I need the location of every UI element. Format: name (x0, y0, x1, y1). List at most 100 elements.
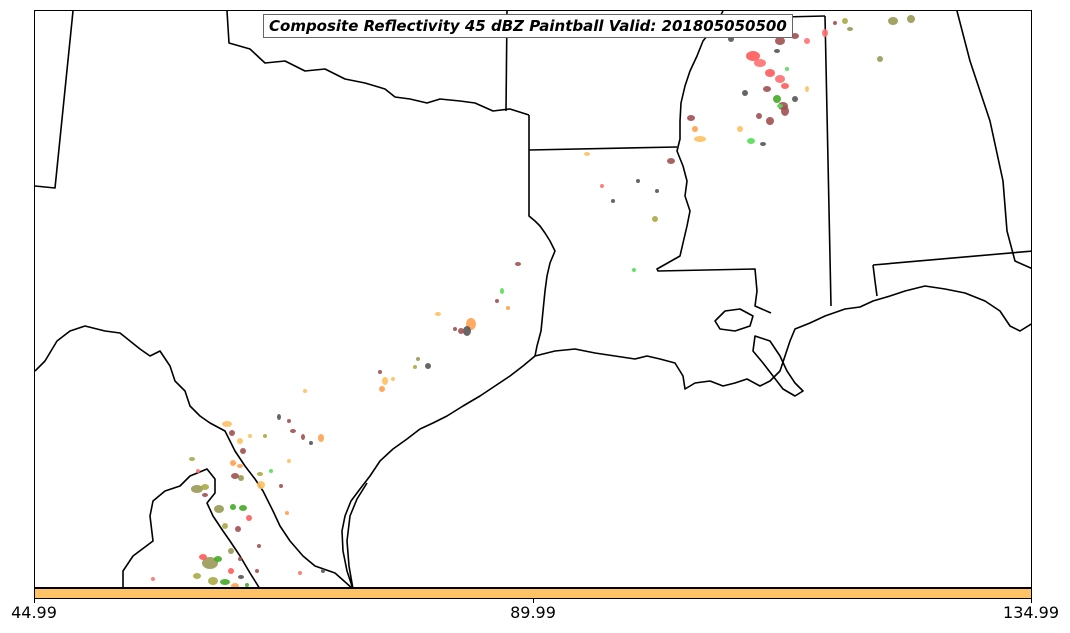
paintball-blob (833, 21, 837, 25)
paintball-blob (257, 481, 265, 489)
paintball-blob (238, 557, 242, 561)
paintball-blob (378, 370, 382, 374)
paintball-blob (453, 327, 457, 331)
rio-grande (35, 325, 352, 587)
paintball-blob (391, 377, 395, 381)
paintball-blob (907, 15, 915, 23)
paintball-blob (765, 69, 775, 77)
map-title: Composite Reflectivity 45 dBZ Paintball … (263, 14, 793, 38)
map-canvas (35, 11, 1031, 587)
paintball-blob (804, 38, 810, 44)
paintball-blob (235, 526, 241, 532)
paintball-blob (228, 548, 234, 554)
paintball-blob (737, 126, 743, 132)
paintball-blob (222, 421, 232, 427)
colorbar-tick-right (1031, 599, 1032, 603)
paintball-blob (239, 505, 247, 511)
paintball-blob (379, 386, 385, 392)
paintball-blob (500, 288, 504, 294)
colorbar-tick-label-middle: 89.99 (510, 603, 556, 622)
paintball-blob (611, 199, 615, 203)
colorbar (34, 588, 1032, 599)
paintball-blob (309, 441, 313, 445)
paintball-blob (245, 583, 249, 587)
paintball-blob (303, 389, 307, 393)
al-ga-border (956, 11, 1031, 269)
paintball-blob (584, 152, 590, 156)
paintball-blob (632, 268, 636, 272)
paintball-blob (220, 579, 230, 585)
paintball-blob (667, 158, 675, 164)
barrier-island (346, 482, 368, 587)
paintball-blob (754, 59, 766, 67)
paintball-blob (151, 577, 155, 581)
paintball-blob (382, 377, 388, 385)
paintball-blob (255, 569, 259, 573)
paintball-blob (228, 568, 234, 574)
paintball-blob (652, 216, 658, 222)
paintball-blob (775, 75, 785, 83)
paintball-blob (199, 554, 207, 560)
paintball-blob (202, 557, 218, 569)
paintball-blob (413, 365, 417, 369)
paintball-blob (600, 184, 604, 188)
boundaries (35, 11, 1031, 587)
paintball-blob (515, 262, 521, 266)
paintball-blob (777, 104, 783, 108)
paintball-blob (792, 96, 798, 102)
paintball-blob (747, 138, 755, 144)
colorbar-tick-left (34, 599, 35, 603)
paintball-blob (238, 475, 244, 481)
paintball-blob (238, 575, 244, 579)
paintball-blob (298, 571, 302, 575)
paintball-blob (463, 326, 471, 336)
paintball-blob (285, 511, 289, 515)
paintball-blob (230, 460, 236, 466)
paintball-blob (746, 51, 760, 61)
paintball-blob (458, 328, 464, 334)
paintball-blob (760, 142, 766, 146)
paintball-blob (495, 299, 499, 303)
paintball-blob (781, 83, 789, 89)
paintball-blob (246, 515, 252, 521)
paintball-blob (692, 126, 698, 132)
paintball-blob (763, 86, 771, 92)
paintball-blob (201, 484, 209, 490)
red-river-border (226, 11, 530, 116)
paintball-blob (263, 434, 267, 438)
paintball-blob (237, 438, 243, 444)
texas-coast (341, 285, 1031, 587)
paintball-blob (287, 419, 291, 423)
paintball-blob (208, 577, 218, 585)
al-fl-border (872, 250, 1031, 266)
paintball-blob (781, 106, 789, 116)
paintball-blob (774, 49, 780, 53)
paintball-blob (248, 434, 252, 438)
paintball-blob (506, 306, 510, 310)
paintball-blob (655, 189, 659, 193)
reflectivity-paintballs (151, 15, 915, 587)
paintball-blob (416, 357, 420, 361)
ms-al-border (824, 15, 832, 307)
paintball-blob (694, 136, 706, 142)
paintball-blob (773, 95, 781, 103)
paintball-blob (766, 117, 774, 125)
map-panel (34, 10, 1032, 588)
paintball-blob (435, 312, 441, 316)
paintball-blob (214, 505, 224, 513)
paintball-blob (888, 17, 898, 25)
paintball-blob (756, 113, 762, 119)
paintball-blob (279, 484, 283, 488)
paintball-blob (189, 457, 195, 461)
paintball-blob (791, 33, 799, 39)
paintball-blob (257, 472, 263, 476)
colorbar-tick-label-right: 134.99 (1003, 603, 1059, 622)
paintball-blob (842, 18, 848, 24)
paintball-blob (269, 469, 273, 473)
ar-la-border (528, 146, 678, 151)
paintball-blob (222, 523, 228, 529)
paintball-blob (257, 544, 261, 548)
mississippi-river (656, 11, 772, 314)
paintball-blob (277, 414, 281, 420)
paintball-blob (287, 459, 291, 463)
